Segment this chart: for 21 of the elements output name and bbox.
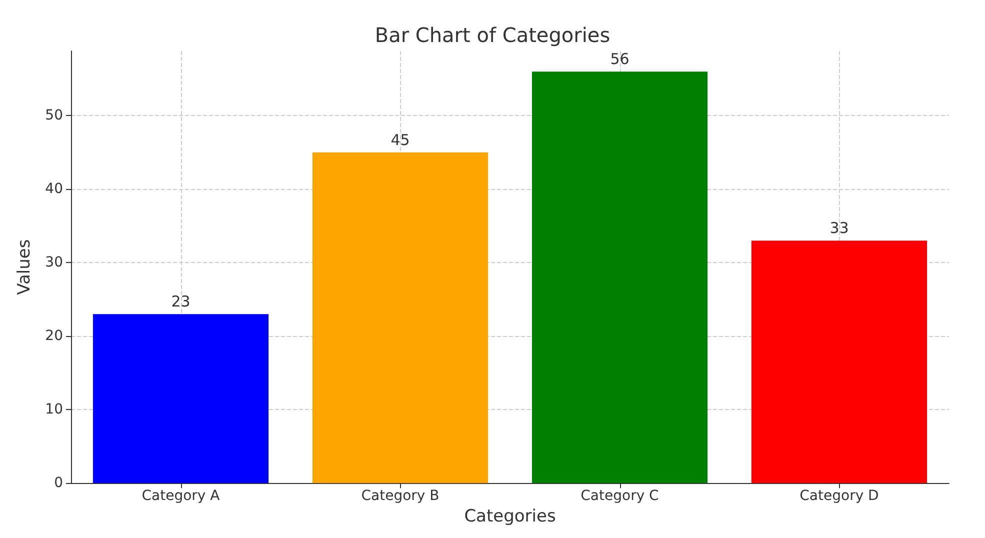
y-tick-label: 20 (45, 328, 63, 344)
data-label: 45 (390, 130, 410, 149)
x-tick-label: Category A (142, 488, 220, 504)
bar (312, 152, 488, 484)
y-tick-label: 30 (45, 254, 63, 271)
data-label: 23 (171, 292, 190, 311)
y-tick-label: 10 (45, 402, 63, 418)
y-tick-label: 50 (45, 108, 63, 124)
data-label: 56 (610, 50, 630, 68)
x-tick-label: Category B (361, 488, 440, 504)
x-axis-title: Categories (464, 506, 556, 526)
x-tick-label: Category C (580, 488, 660, 504)
x-tick-label: Category D (800, 488, 879, 504)
chart-title: Bar Chart of Categories (374, 23, 610, 47)
y-tick-label: 40 (45, 181, 63, 198)
y-tick-label: 0 (54, 475, 63, 492)
y-axis-title: Values (14, 239, 34, 295)
bar (92, 314, 269, 484)
bar (751, 240, 928, 484)
bar (532, 72, 708, 484)
data-label: 33 (830, 219, 849, 238)
